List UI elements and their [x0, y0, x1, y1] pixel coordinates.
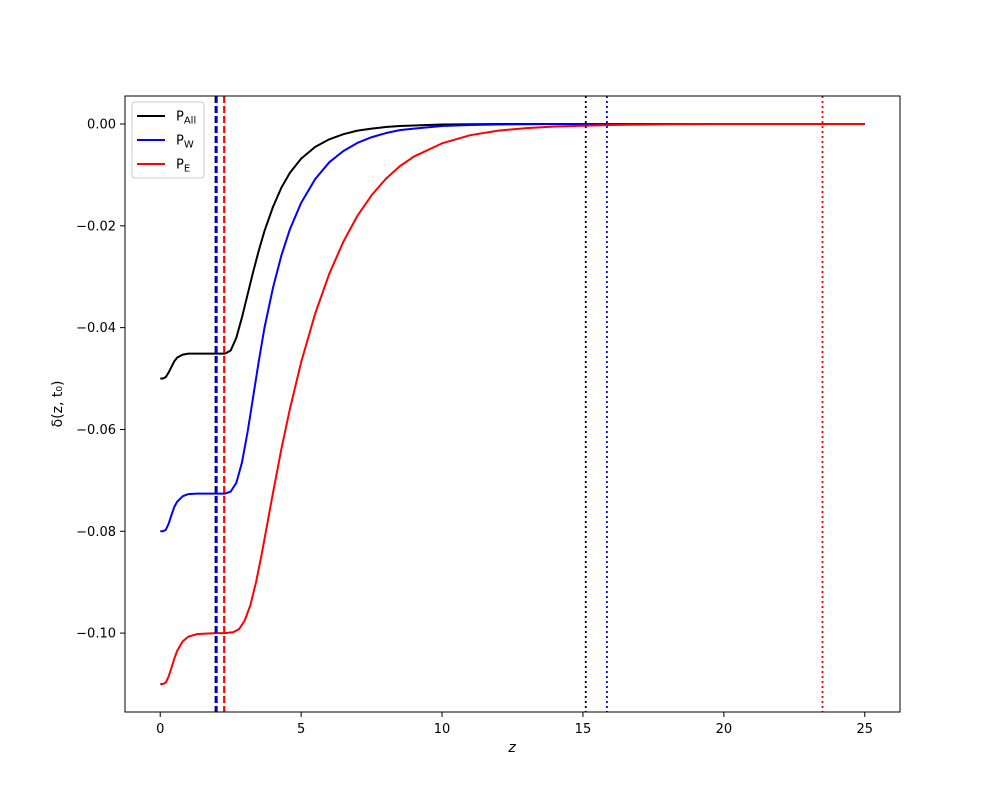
x-axis-label: z [507, 740, 516, 756]
series-line-w [160, 123, 865, 533]
y-tick-label: −0.02 [76, 219, 116, 234]
x-tick-label: 20 [716, 722, 733, 737]
series-line-all [160, 123, 865, 380]
legend-entry-e: PE [176, 158, 190, 175]
legend-box [131, 101, 205, 179]
y-axis-label: δ(z, t₀) [50, 381, 66, 428]
x-tick-label: 5 [297, 722, 305, 737]
x-tick-label: 15 [575, 722, 592, 737]
plot-area [160, 96, 865, 712]
y-tick-label: 0.00 [87, 118, 116, 133]
x-tick-label: 10 [434, 722, 451, 737]
y-tick-label: −0.04 [76, 321, 116, 336]
x-axis: 0 5 10 15 20 25 [156, 712, 873, 737]
axes-frame [124, 95, 901, 713]
y-tick-label: −0.08 [76, 525, 116, 540]
series-line-e [160, 123, 865, 685]
legend: PAll PW PE [131, 101, 205, 179]
x-tick-label: 25 [856, 722, 873, 737]
y-tick-label: −0.06 [76, 423, 116, 438]
y-tick-label: −0.10 [76, 627, 116, 642]
legend-entry-w: PW [176, 134, 194, 151]
y-axis: −0.10 −0.08 −0.06 −0.04 −0.02 0.00 [76, 118, 125, 642]
legend-entry-all: PAll [176, 110, 196, 127]
x-tick-label: 0 [156, 722, 164, 737]
